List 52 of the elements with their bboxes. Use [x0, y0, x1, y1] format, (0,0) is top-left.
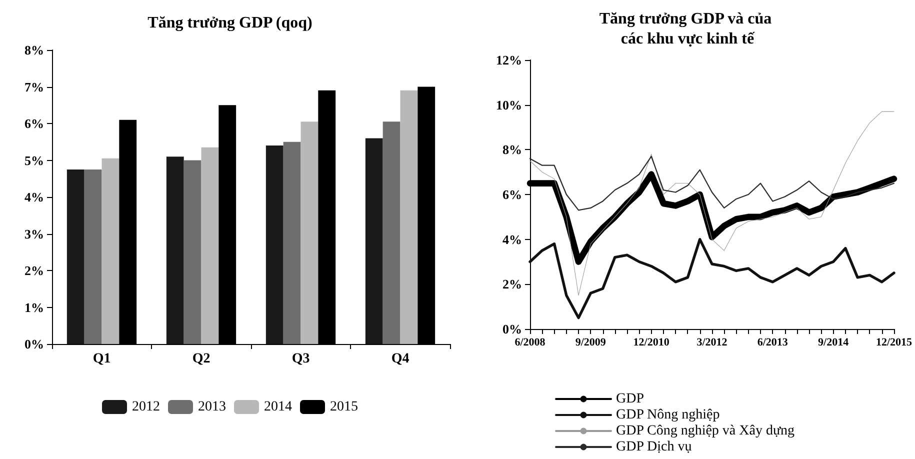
- legend-label: 2013: [198, 400, 226, 414]
- x-tick-label: 6/2008: [514, 336, 546, 348]
- y-tick-label: 3%: [24, 226, 44, 242]
- y-tick-label: 7%: [24, 79, 44, 94]
- x-tick-label: 12/2015: [876, 336, 912, 348]
- y-tick-label: 2%: [24, 263, 44, 278]
- y-tick-label: 10%: [496, 97, 522, 112]
- bar: [184, 160, 202, 344]
- legend-label: 2012: [132, 400, 160, 414]
- y-tick-label: 4%: [502, 232, 522, 247]
- x-tick-label: 9/2014: [818, 336, 850, 348]
- bar: [266, 146, 284, 344]
- y-tick-label: 8%: [502, 142, 522, 158]
- y-tick-label: 1%: [24, 300, 44, 315]
- y-tick-label: 6%: [24, 116, 44, 131]
- x-tick-label: 3/2012: [696, 336, 728, 348]
- line-series: [529, 156, 895, 211]
- bar: [382, 122, 400, 344]
- chart-title: Tăng trưởng GDP (qoq): [148, 14, 312, 32]
- bar: [201, 147, 219, 344]
- x-tick-label: Q2: [192, 352, 210, 366]
- bar: [84, 169, 102, 344]
- line-series: [530, 111, 894, 296]
- bar: [400, 90, 418, 344]
- y-tick-label: 0%: [24, 336, 44, 352]
- bar: [365, 138, 383, 344]
- y-tick-label: 6%: [502, 187, 522, 202]
- bar: [300, 122, 318, 344]
- legend-label: 2015: [330, 400, 358, 414]
- bar: [102, 158, 120, 344]
- y-tick-label: 2%: [502, 276, 522, 292]
- x-tick-label: Q4: [391, 352, 410, 366]
- legend-label: GDP Công nghiệp và Xây dựng: [616, 424, 795, 438]
- line-series: [528, 238, 896, 320]
- y-tick-label: 8%: [24, 42, 44, 58]
- y-tick-label: 12%: [496, 52, 522, 68]
- legend-label: 2014: [264, 400, 292, 414]
- bar: [66, 169, 84, 344]
- x-tick-label: 9/2009: [575, 336, 606, 348]
- legend-label: GDP Nông nghiệp: [616, 408, 720, 422]
- legend-label: GDP: [616, 392, 644, 406]
- x-tick-label: Q1: [92, 352, 111, 366]
- x-tick-label: Q3: [292, 352, 310, 366]
- x-tick-label: 12/2010: [633, 336, 670, 348]
- y-tick-label: 0%: [502, 322, 522, 336]
- y-tick-label: 5%: [24, 152, 44, 168]
- y-tick-label: 4%: [24, 190, 44, 204]
- x-tick-label: 6/2013: [757, 336, 788, 348]
- bar: [283, 142, 301, 344]
- bar: [166, 156, 184, 344]
- legend-label: GDP Dịch vụ: [616, 440, 692, 454]
- chart-title: Tăng trưởng GDP và của các khu vực kinh tế: [599, 10, 776, 48]
